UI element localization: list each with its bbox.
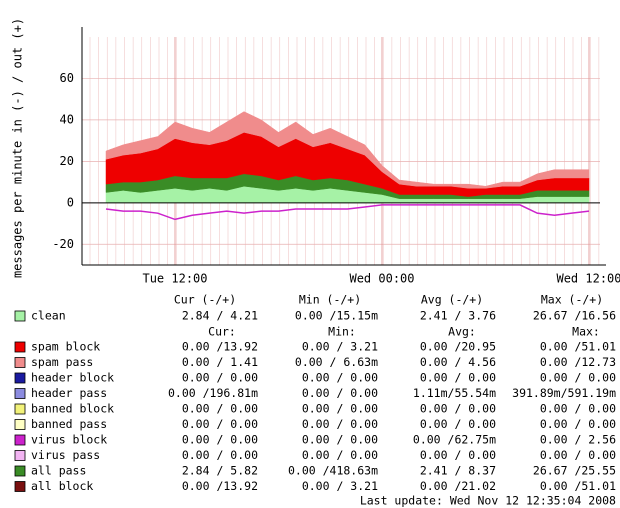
legend-label: spam pass [31,355,93,369]
stat-value: 0.00 /13.92 [182,340,258,354]
stat-value: 0.00 /51.01 [540,479,616,493]
stat-value: 0.00 / 0.00 [182,433,258,447]
legend-label: all pass [31,464,86,478]
stat-value: 2.41 / 3.76 [420,309,496,323]
stat-value: 2.41 / 8.37 [420,464,496,478]
stat-value: 0.00 / 3.21 [302,340,378,354]
stat-value: 0.00 / 0.00 [182,417,258,431]
column-header: Min (-/+) [299,293,361,307]
column-subheader: Avg: [448,325,476,339]
legend-label: header block [31,371,114,385]
stat-value: 2.84 / 4.21 [182,309,258,323]
legend-label: banned pass [31,417,107,431]
stat-value: 0.00 / 0.00 [420,402,496,416]
legend-label: virus pass [31,448,100,462]
stat-value: 0.00 / 1.41 [182,355,258,369]
legend-label: clean [31,309,66,323]
column-subheader: Cur: [208,325,236,339]
stat-value: 0.00 / 0.00 [420,371,496,385]
stat-value: 1.11m/55.54m [413,386,496,400]
legend-swatch [14,450,26,461]
stat-value: 0.00 / 0.00 [182,448,258,462]
stat-value: 2.84 / 5.82 [182,464,258,478]
legend-swatch [14,310,26,322]
y-tick-label: 60 [60,71,74,85]
stat-value: 0.00 / 0.00 [302,386,378,400]
stat-value: 0.00 / 0.00 [182,371,258,385]
stat-value: 0.00 / 0.00 [302,433,378,447]
stat-value: 0.00 / 0.00 [540,402,616,416]
stat-value: 0.00 / 0.00 [540,371,616,385]
stat-value: 0.00 /13.92 [182,479,258,493]
stat-value: 391.89m/591.19m [512,386,616,400]
legend-swatch [14,403,26,415]
stat-value: 0.00 /196.81m [168,386,258,400]
column-subheader: Min: [328,325,356,339]
x-tick-label: Wed 12:00 [556,272,620,286]
stat-value: 0.00 /51.01 [540,340,616,354]
y-axis-label: messages per minute in (-) / out (+) [11,18,25,278]
stat-value: 0.00 /21.02 [420,479,496,493]
stat-value: 0.00 /12.73 [540,355,616,369]
stat-value: 26.67 /25.55 [533,464,616,478]
stat-value: 0.00 / 2.56 [540,433,616,447]
column-subheader: Max: [572,325,600,339]
line [105,204,590,221]
stat-value: 0.00 /62.75m [413,433,496,447]
legend-swatch [14,341,26,353]
y-tick-label: 0 [67,195,74,209]
stat-value: 0.00 / 0.00 [302,448,378,462]
stat-value: 0.00 / 3.21 [302,479,378,493]
stat-value: 0.00 / 0.00 [420,417,496,431]
legend-swatch [14,465,26,477]
legend-swatch [14,419,26,430]
stat-value: 0.00 / 0.00 [302,371,378,385]
stat-value: 0.00 / 4.56 [420,355,496,369]
legend-swatch [14,372,26,384]
stat-value: 0.00 / 0.00 [302,402,378,416]
area [105,111,590,189]
legend-label: banned block [31,402,114,416]
legend-swatch [14,357,26,368]
stat-value: 0.00 / 0.00 [302,417,378,431]
legend-swatch [14,481,26,492]
legend-label: spam block [31,340,100,354]
stat-value: 0.00 / 0.00 [182,402,258,416]
x-tick-label: Tue 12:00 [142,272,207,286]
legend-label: all block [31,479,93,493]
y-tick-label: -20 [52,237,74,251]
y-tick-label: 20 [60,154,74,168]
stat-value: 0.00 /418.63m [288,464,378,478]
stat-value: 0.00 / 6.63m [295,355,378,369]
legend-swatch [14,388,26,399]
stat-value: 0.00 /15.15m [295,309,378,323]
legend-label: header pass [31,386,107,400]
footer: Last update: Wed Nov 12 12:35:04 2008 [360,494,616,508]
stat-value: 0.00 / 0.00 [540,417,616,431]
stat-value: 0.00 / 0.00 [420,448,496,462]
column-header: Cur (-/+) [174,293,236,307]
y-tick-label: 40 [60,112,74,126]
column-header: Max (-/+) [541,293,603,307]
stat-value: 0.00 /20.95 [420,340,496,354]
column-header: Avg (-/+) [421,293,483,307]
stat-value: 26.67 /16.56 [533,309,616,323]
legend-swatch [14,434,26,446]
stat-value: 0.00 / 0.00 [540,448,616,462]
legend-label: virus block [31,433,107,447]
x-tick-label: Wed 00:00 [349,272,414,286]
